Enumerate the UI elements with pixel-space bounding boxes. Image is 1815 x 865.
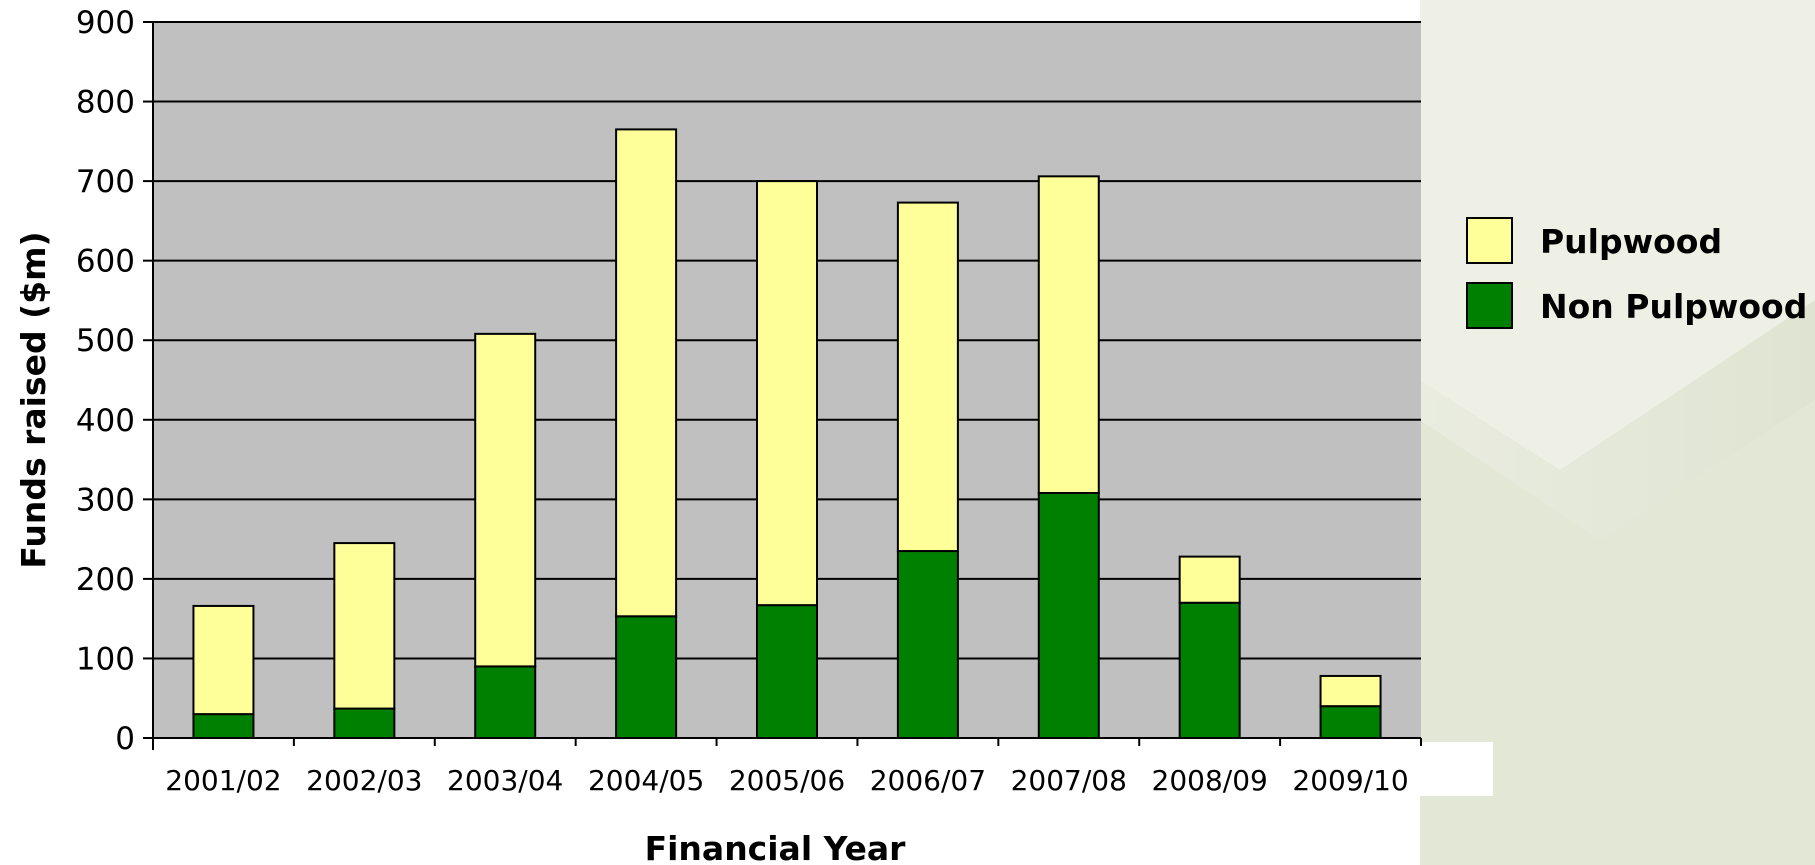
y-tick-label: 0 — [115, 721, 135, 757]
y-tick-label: 500 — [76, 323, 135, 359]
y-tick-label: 300 — [76, 482, 135, 518]
x-tick-label: 2005/06 — [729, 764, 845, 797]
y-tick-label: 900 — [76, 5, 135, 41]
bar-pulpwood — [615, 128, 678, 618]
x-tick-label: 2006/07 — [870, 764, 986, 797]
bar-non-pulpwood — [896, 550, 959, 739]
legend-label: Pulpwood — [1540, 222, 1722, 261]
bar-non-pulpwood — [615, 615, 678, 740]
x-axis: 2001/02 2002/03 2003/04 2004/05 2005/06 2006/… — [165, 738, 1422, 797]
legend-label: Non Pulpwood — [1540, 287, 1807, 326]
x-tick-label: 2002/03 — [306, 764, 422, 797]
bar-pulpwood — [1037, 175, 1100, 494]
bar-non-pulpwood — [474, 665, 537, 740]
x-tick-label: 2004/05 — [588, 764, 704, 797]
y-tick-label: 400 — [76, 403, 135, 439]
bar-pulpwood — [1178, 555, 1241, 604]
bar-non-pulpwood — [756, 604, 818, 739]
y-axis-title: Funds raised ($m) — [14, 231, 53, 568]
bar-pulpwood — [192, 604, 255, 716]
x-axis-label-band — [153, 742, 1493, 796]
y-tick-label: 600 — [76, 244, 135, 280]
bar-non-pulpwood — [192, 713, 255, 740]
y-tick-label: 200 — [76, 562, 135, 598]
x-tick-label: 2001/02 — [165, 764, 281, 797]
bars — [192, 128, 1382, 740]
bar-non-pulpwood — [1178, 601, 1241, 739]
legend-swatch — [1466, 282, 1513, 329]
y-tick-label: 800 — [76, 85, 135, 121]
x-tick-label: 2008/09 — [1152, 764, 1268, 797]
x-tick-label: 2009/10 — [1292, 764, 1408, 797]
legend: Pulpwood Non Pulpwood — [1466, 217, 1807, 329]
bar-pulpwood — [756, 180, 818, 607]
background-decoration — [1420, 0, 1815, 865]
legend-swatch — [1466, 217, 1513, 264]
bar-pulpwood — [1319, 674, 1382, 708]
bar-non-pulpwood — [1037, 491, 1100, 740]
x-axis-title: Financial Year — [645, 829, 907, 865]
y-tick-label: 100 — [76, 641, 135, 677]
bar-pulpwood — [474, 332, 537, 668]
y-tick-label: 700 — [76, 164, 135, 200]
bar-pulpwood — [896, 201, 959, 553]
bar-non-pulpwood — [333, 707, 396, 740]
x-tick-label: 2003/04 — [447, 764, 563, 797]
bar-non-pulpwood — [1319, 705, 1382, 740]
y-axis: 0 100 200 300 400 500 600 700 800 900 — [76, 5, 153, 757]
bar-pulpwood — [333, 542, 396, 710]
x-tick-label: 2007/08 — [1011, 764, 1127, 797]
